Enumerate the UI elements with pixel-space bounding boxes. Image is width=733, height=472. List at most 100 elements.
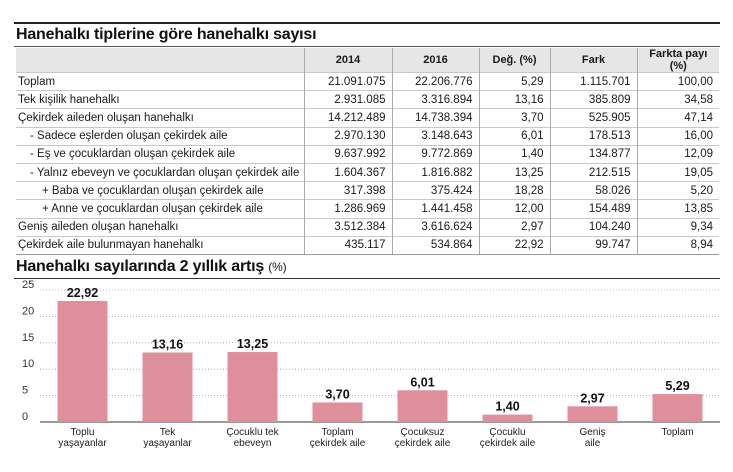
value-share: 47,14 (636, 108, 719, 128)
value-2016: 1.441.458 (391, 199, 479, 218)
row-label: Tek kişilik hanehalkı (16, 90, 304, 109)
x-category-label: Tek (160, 427, 177, 438)
value-diff: 212.515 (549, 162, 637, 182)
value-2014: 317.398 (303, 181, 392, 200)
value-2014: 9.637.992 (303, 144, 392, 164)
bar (397, 390, 448, 422)
bar (227, 352, 278, 422)
row-label: Geniş aileden oluşan hanehalkı (16, 217, 304, 237)
header-share: Farkta payı (%) (636, 48, 719, 73)
value-2016: 534.864 (391, 235, 479, 255)
bar-value-label: 13,16 (152, 338, 183, 352)
x-category-label: Çocuklu (489, 427, 525, 438)
value-change: 22,92 (478, 235, 550, 255)
value-share: 16,00 (636, 126, 719, 146)
table-row: - Eş ve çocuklardan oluşan çekirdek aile… (16, 144, 719, 164)
bar-value-label: 22,92 (67, 286, 98, 300)
table-row: Çekirdek aileden oluşan hanehalkı 14.212.… (16, 108, 719, 128)
bar (142, 352, 193, 422)
value-share: 9,34 (636, 217, 719, 237)
value-diff: 178.513 (549, 126, 637, 146)
value-diff: 154.489 (549, 199, 637, 218)
value-change: 5,29 (478, 71, 550, 91)
value-share: 12,09 (636, 144, 719, 164)
table-row: Çekirdek aile bulunmayan hanehalkı 435.11… (16, 235, 719, 255)
x-category-label: Çocuklu tek (226, 427, 279, 438)
value-change: 18,28 (478, 181, 550, 200)
row-label: - Eş ve çocuklardan oluşan çekirdek aile (16, 144, 304, 164)
value-change: 2,97 (478, 217, 550, 237)
value-share: 13,85 (636, 199, 719, 218)
value-2014: 14.212.489 (303, 108, 392, 128)
top-rule (14, 22, 720, 24)
chart-unit: (%) (268, 260, 287, 274)
y-tick-label: 10 (22, 358, 34, 370)
header-2014: 2014 (303, 48, 392, 73)
value-diff: 104.240 (549, 217, 637, 237)
table-row: Geniş aileden oluşan hanehalkı 3.512.384 3… (16, 217, 719, 237)
value-2014: 2.931.085 (303, 90, 392, 109)
value-diff: 134.877 (549, 144, 637, 164)
chart-title: Hanehalkı sayılarında 2 yıllık artış (%) (16, 258, 287, 276)
bar-value-label: 3,70 (325, 387, 349, 401)
y-tick-label: 5 (22, 385, 28, 397)
x-category-label: Geniş (579, 427, 605, 438)
growth-bar-chart: 051015202522,92Topluyaşayanlar13,16Tekya… (22, 280, 720, 449)
value-share: 8,94 (636, 235, 719, 255)
table-title-rule (14, 46, 720, 47)
value-2016: 1.816.882 (391, 162, 479, 182)
table-header-row: 2014 2016 Değ. (%) Fark Farkta payı (%) (16, 48, 719, 73)
table-row: + Anne ve çocuklardan oluşan çekirdek ai… (16, 199, 719, 218)
x-category-label: Çocuksuz (401, 427, 445, 438)
row-label: + Anne ve çocuklardan oluşan çekirdek ai… (16, 199, 304, 218)
value-diff: 525.905 (549, 108, 637, 128)
household-table: 2014 2016 Değ. (%) Fark Farkta payı (%) … (16, 48, 719, 255)
x-category-label: yaşayanlar (143, 438, 192, 449)
y-tick-label: 0 (22, 411, 28, 423)
x-category-label: Toplam (661, 427, 693, 438)
table-body: Toplam 21.091.075 22.206.776 5,29 1.115.701 1… (16, 71, 719, 255)
value-diff: 99.747 (549, 235, 637, 255)
x-category-label: Toplu (71, 427, 95, 438)
value-change: 13,16 (478, 90, 550, 109)
value-2016: 22.206.776 (391, 71, 479, 91)
header-2016: 2016 (391, 48, 479, 73)
header-label (16, 48, 304, 73)
value-share: 5,20 (636, 181, 719, 200)
bar (652, 394, 703, 422)
value-share: 100,00 (636, 71, 719, 91)
table-row: Toplam 21.091.075 22.206.776 5,29 1.115.701 1… (16, 71, 719, 91)
bar (567, 406, 618, 422)
value-2014: 1.286.969 (303, 199, 392, 218)
table-row: Tek kişilik hanehalkı 2.931.085 3.316.894 1… (16, 90, 719, 109)
bar (312, 402, 363, 422)
value-2014: 21.091.075 (303, 71, 392, 91)
value-2016: 375.424 (391, 181, 479, 200)
value-2016: 9.772.869 (391, 144, 479, 164)
x-category-label: yaşayanlar (58, 438, 107, 449)
y-tick-label: 25 (22, 280, 34, 291)
x-category-label: çekirdek aile (310, 438, 366, 449)
x-category-label: Toplam (321, 427, 353, 438)
value-change: 6,01 (478, 126, 550, 146)
x-category-label: ebeveyn (234, 438, 272, 449)
table-row: - Sadece eşlerden oluşan çekirdek aile 2.… (16, 126, 719, 146)
value-2016: 3.148.643 (391, 126, 479, 146)
row-label: Çekirdek aile bulunmayan hanehalkı (16, 235, 304, 255)
value-change: 3,70 (478, 108, 550, 128)
bar (57, 300, 108, 422)
value-change: 1,40 (478, 144, 550, 164)
value-2014: 3.512.384 (303, 217, 392, 237)
bar-value-label: 13,25 (237, 337, 268, 351)
x-category-label: çekirdek aile (395, 438, 451, 449)
value-2016: 3.316.894 (391, 90, 479, 109)
value-2016: 3.616.624 (391, 217, 479, 237)
bar-value-label: 5,29 (665, 379, 689, 393)
row-label: Çekirdek aileden oluşan hanehalkı (16, 108, 304, 128)
value-2016: 14.738.394 (391, 108, 479, 128)
x-category-label: çekirdek aile (480, 438, 536, 449)
bar-value-label: 1,40 (495, 400, 519, 414)
chart-title-rule (14, 278, 720, 279)
y-tick-label: 20 (22, 305, 34, 317)
header-diff: Fark (549, 48, 637, 73)
